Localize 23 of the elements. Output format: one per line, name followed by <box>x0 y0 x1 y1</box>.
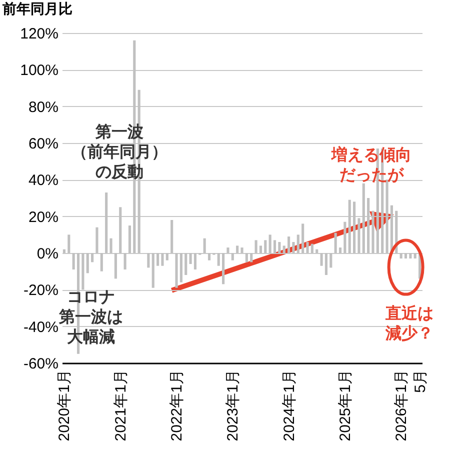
y-tick-label: 120% <box>20 26 58 42</box>
x-tick-label: 5月 <box>412 370 429 393</box>
x-tick-label: 2026年1月 <box>393 370 410 442</box>
annotation: 直近は減少？ <box>384 304 434 342</box>
x-tick-label: 2023年1月 <box>224 370 242 442</box>
y-tick-label: 60% <box>28 136 58 152</box>
annotation: 第一波（前年同月）の反動 <box>72 123 168 181</box>
x-tick-label: 2021年1月 <box>112 370 130 442</box>
y-tick-label: 80% <box>28 98 58 116</box>
x-tick-label: 2020年1月 <box>56 370 74 442</box>
x-tick-label: 2025年1月 <box>336 370 354 442</box>
y-tick-label: -60% <box>23 356 58 372</box>
y-tick-label: 100% <box>20 62 58 80</box>
y-tick-label: 40% <box>28 172 58 190</box>
y-tick-label: 20% <box>28 208 58 226</box>
annotation: コロナ第一波は大幅減 <box>58 289 123 346</box>
y-tick-label: -40% <box>23 318 58 336</box>
y-axis-title: 前年同月比 <box>2 0 72 16</box>
x-tick-label: 2024年1月 <box>280 370 298 442</box>
y-tick-label: -20% <box>23 282 58 300</box>
x-tick-label: 2022年1月 <box>168 370 186 442</box>
annotation: 増える傾向だったが <box>330 145 412 184</box>
y-tick-label: 0% <box>36 246 58 262</box>
